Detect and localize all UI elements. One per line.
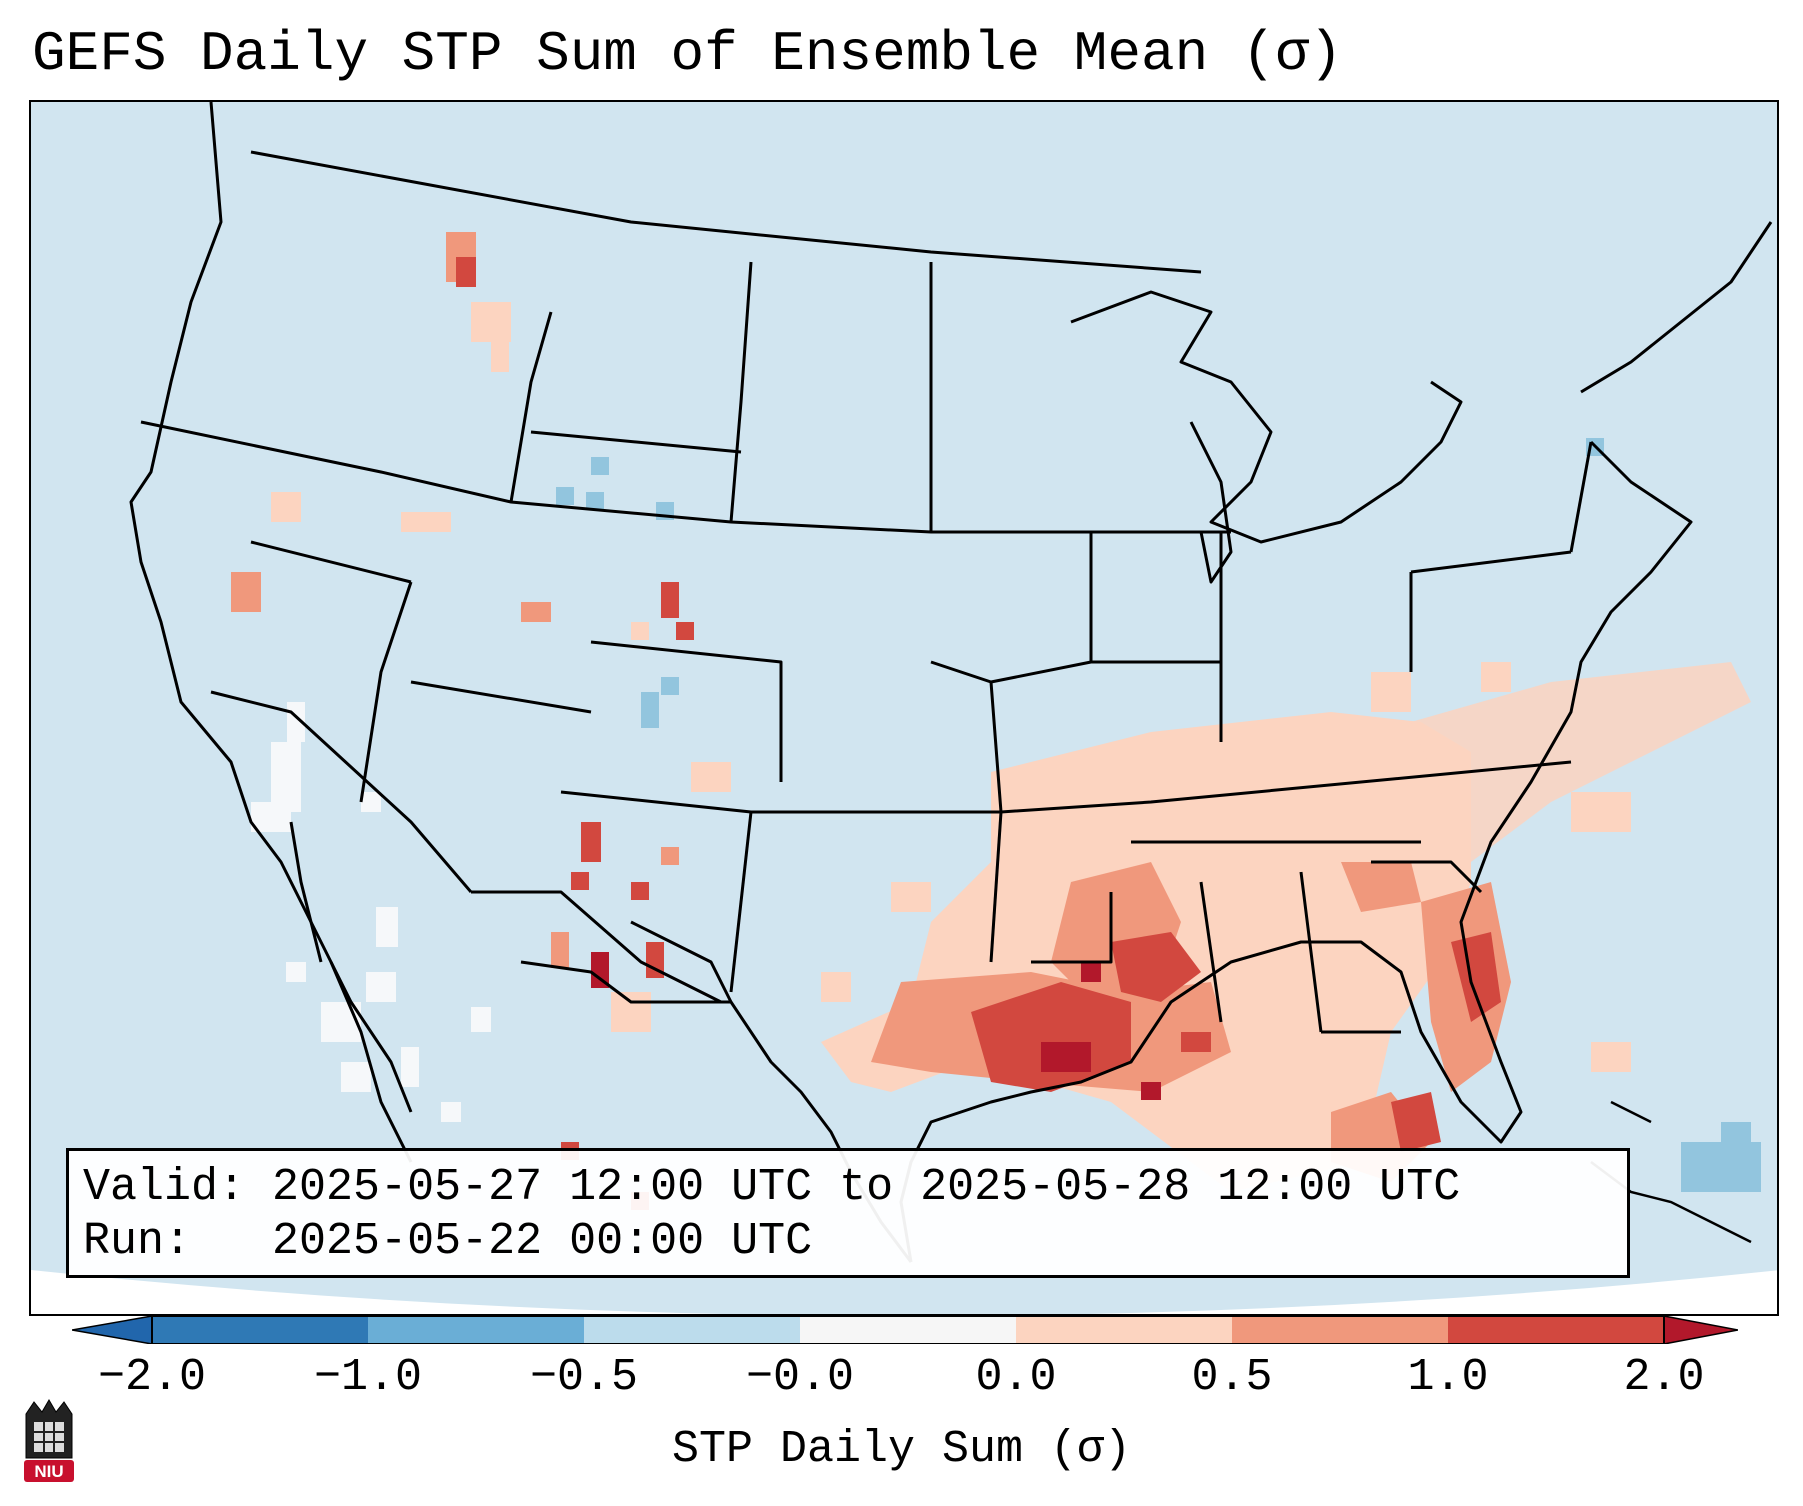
map-canvas — [31, 102, 1777, 1314]
colorbar-ticks: −2.0 −1.0 −0.5 −0.0 0.0 0.5 1.0 2.0 — [0, 1350, 1803, 1410]
colorbar-tick-label: 0.5 — [1191, 1352, 1273, 1403]
niu-logo-text: NIU — [34, 1462, 63, 1481]
run-time: 2025-05-22 00:00 UTC — [272, 1216, 813, 1267]
colorbar-tick-label: −0.0 — [745, 1352, 855, 1403]
niu-logo: NIU — [24, 1399, 74, 1482]
colorbar-tick-label: 1.0 — [1407, 1352, 1489, 1403]
positive-anomaly-cells — [231, 232, 1751, 1210]
colorbar-segment-1 — [152, 1316, 368, 1344]
chart-title: GEFS Daily STP Sum of Ensemble Mean (σ) — [32, 22, 1343, 86]
colorbar — [72, 1316, 1738, 1344]
colorbar-segment-7 — [1448, 1316, 1664, 1344]
colorbar-segment-3 — [584, 1316, 800, 1344]
colorbar-tick-label: −0.5 — [529, 1352, 639, 1403]
valid-time-range: 2025-05-27 12:00 UTC to 2025-05-28 12:00… — [272, 1162, 1461, 1213]
colorbar-tick-label: −2.0 — [97, 1352, 207, 1403]
colorbar-segment-4 — [800, 1316, 1016, 1344]
valid-run-info-box: Valid: 2025-05-27 12:00 UTC to 2025-05-2… — [66, 1148, 1630, 1278]
valid-label: Valid: — [83, 1162, 246, 1213]
colorbar-segment-5 — [1016, 1316, 1232, 1344]
colorbar-extend-low — [72, 1316, 153, 1344]
colorbar-tick-label: 2.0 — [1623, 1352, 1705, 1403]
colorbar-label: STP Daily Sum (σ) — [671, 1424, 1132, 1475]
colorbar-segment-2 — [368, 1316, 584, 1344]
colorbar-tick-label: −1.0 — [313, 1352, 423, 1403]
map-panel — [29, 100, 1779, 1316]
colorbar-tick-label: 0.0 — [975, 1352, 1057, 1403]
run-label: Run: — [83, 1216, 192, 1267]
colorbar-extend-high — [1663, 1316, 1738, 1344]
negative-anomaly-cells — [556, 438, 1761, 1192]
colorbar-segment-6 — [1232, 1316, 1448, 1344]
